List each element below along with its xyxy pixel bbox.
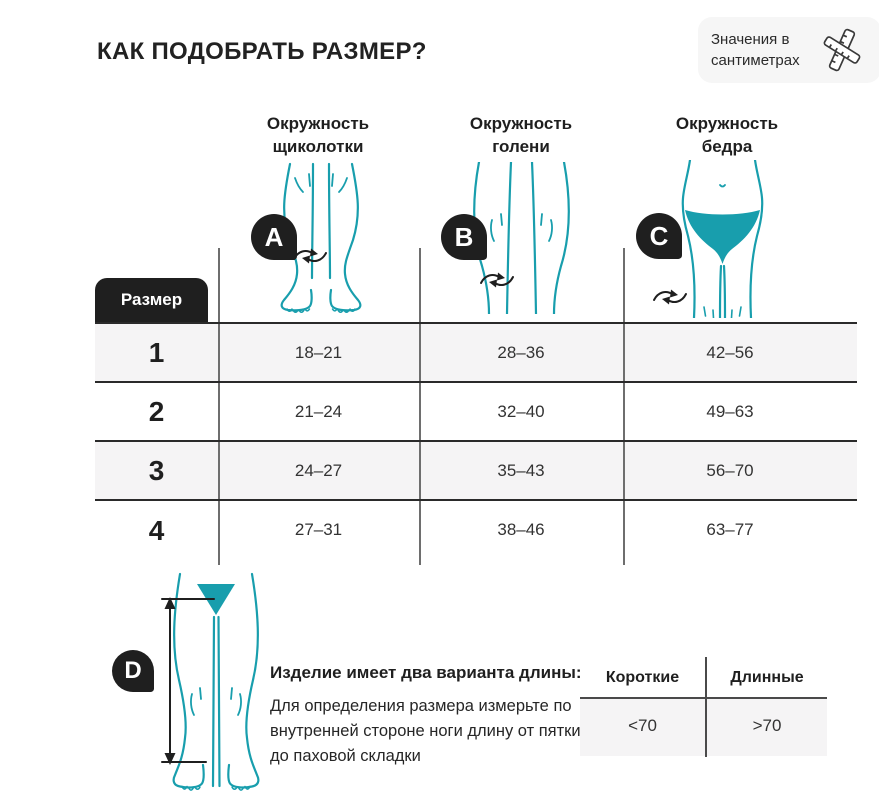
length-table-value-stripe (580, 699, 827, 756)
cell-calf-3: 35–43 (497, 461, 545, 480)
cell-calf-1: 28–36 (497, 343, 545, 362)
ankles-illustration (266, 162, 376, 314)
length-table-divider (705, 657, 707, 757)
cell-ankle-3: 24–27 (294, 461, 343, 480)
column-header-hip: Окружность бедра (675, 114, 779, 156)
cell-ankle-4: 27–31 (294, 520, 343, 539)
calves-illustration (464, 162, 579, 314)
page-title: КАК ПОДОБРАТЬ РАЗМЕР? (97, 38, 427, 65)
leg-length-illustration (150, 568, 270, 792)
length-measure-arrow (161, 598, 215, 763)
cell-calf-2: 32–40 (497, 402, 545, 421)
badge-c: C (636, 213, 682, 259)
size-number-3: 3 (148, 455, 165, 486)
cell-hip-2: 49–63 (706, 402, 754, 421)
cell-calf-4: 38–46 (497, 520, 545, 539)
size-number-1: 1 (148, 337, 165, 368)
column-header-calf: Окружность голени (469, 114, 573, 156)
table-column-divider (623, 248, 625, 565)
measure-around-arrow-b (479, 270, 515, 290)
length-options-heading: Изделие имеет два варианта длины: (270, 663, 582, 682)
cell-hip-1: 42–56 (706, 343, 754, 362)
length-table-header-long: Длинные (730, 669, 804, 686)
hips-illustration (680, 160, 765, 318)
cell-ankle-2: 21–24 (294, 402, 343, 421)
table-line (95, 440, 857, 442)
table-column-divider (419, 248, 421, 565)
badge-b: B (441, 214, 487, 260)
length-table-value-long: >70 (752, 716, 782, 735)
ruler-icon (819, 27, 865, 73)
units-note-text: Значения в сантиметрах (711, 31, 800, 69)
measure-around-arrow-c (652, 287, 688, 307)
length-table-header-short: Короткие (605, 669, 680, 686)
table-column-divider (218, 248, 220, 565)
table-row-stripe (95, 442, 857, 500)
size-number-4: 4 (148, 515, 165, 546)
measure-around-arrow-a (292, 246, 328, 266)
table-line (95, 381, 857, 383)
size-corner-label: Размер (95, 278, 208, 322)
cell-hip-3: 56–70 (706, 461, 754, 480)
column-header-ankle: Окружность щиколотки (266, 114, 370, 156)
badge-d: D (112, 650, 154, 692)
table-line (95, 322, 857, 324)
cell-ankle-1: 18–21 (294, 343, 343, 362)
badge-a: A (251, 214, 297, 260)
cell-hip-4: 63–77 (706, 520, 754, 539)
table-row-stripe (95, 324, 857, 382)
length-table-line (580, 697, 827, 699)
length-table-value-short: <70 (628, 716, 657, 735)
size-number-2: 2 (148, 396, 165, 427)
length-measure-description: Для определения размера измерьте по внут… (270, 697, 581, 765)
table-line (95, 499, 857, 501)
units-note-chip: Значения в сантиметрах (698, 17, 879, 83)
